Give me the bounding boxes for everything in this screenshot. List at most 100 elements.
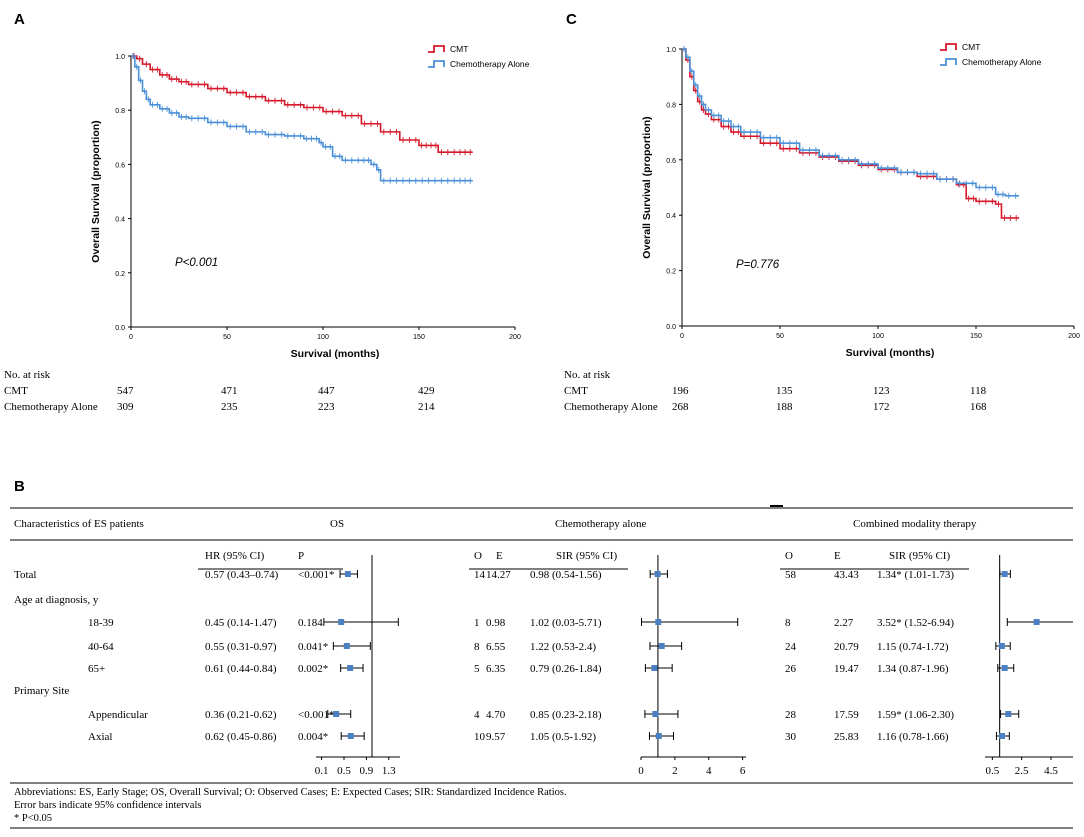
row-label: Total	[14, 569, 36, 581]
combined-o: 24	[785, 641, 797, 653]
risk-count: 547	[117, 385, 134, 397]
combined-e: 25.83	[834, 731, 859, 743]
point-estimate	[654, 571, 661, 577]
legend-swatch	[940, 58, 957, 66]
hr-value: 0.61 (0.44-0.84)	[205, 663, 277, 675]
legend-label: Chemotherapy Alone	[450, 59, 530, 69]
risk-count: 123	[873, 385, 890, 397]
point-estimate	[1001, 665, 1008, 671]
chemo-e: 6.55	[486, 641, 506, 653]
censor-marks-chemotherapy-alone	[683, 46, 1017, 199]
x-tick-label: 100	[317, 334, 329, 341]
combined-o: 58	[785, 569, 797, 581]
col-header-p: P	[298, 550, 304, 562]
combined-o: 28	[785, 709, 797, 721]
chemo-sir: 0.85 (0.23-2.18)	[530, 709, 602, 721]
risk-table-header: No. at risk	[4, 369, 51, 381]
p-value: 0.004*	[298, 731, 328, 743]
col-header-characteristics: Characteristics of ES patients	[14, 518, 144, 530]
y-tick-label: 0.0	[115, 325, 125, 332]
risk-count: 118	[970, 385, 987, 397]
risk-count: 188	[776, 401, 793, 413]
x-tick-label: 100	[872, 333, 884, 340]
chemo-sir: 1.22 (0.53-2.4)	[530, 641, 596, 653]
hr-value: 0.57 (0.43–0.74)	[205, 569, 279, 581]
col-header-combined-o: O	[785, 550, 793, 562]
risk-row-label: Chemotherapy Alone	[564, 401, 658, 413]
chemo-sir: 0.79 (0.26-1.84)	[530, 663, 602, 675]
legend-label: CMT	[450, 44, 468, 54]
risk-table-header: No. at risk	[564, 369, 611, 381]
y-tick-label: 0.8	[666, 102, 676, 109]
risk-count: 196	[672, 385, 689, 397]
chemo-o: 5	[474, 663, 480, 675]
chemo-o: 8	[474, 641, 480, 653]
forest-table-b: Characteristics of ES patients OS Chemothe…	[10, 505, 1073, 829]
combined-e: 2.27	[834, 617, 854, 629]
combined-sir: 1.34 (0.87-1.96)	[877, 663, 949, 675]
point-estimate	[338, 619, 345, 625]
chemo-o: 14	[474, 569, 486, 581]
hr-value: 0.62 (0.45-0.86)	[205, 731, 277, 743]
forest-tick-label: 0.1	[315, 765, 329, 777]
km-curve-chemotherapy-alone	[131, 55, 473, 182]
hr-value: 0.36 (0.21-0.62)	[205, 709, 277, 721]
forest-tick-label: 6	[740, 765, 746, 777]
hr-value: 0.55 (0.31-0.97)	[205, 641, 277, 653]
y-tick-label: 0.6	[115, 162, 125, 169]
chemo-sir: 1.02 (0.03-5.71)	[530, 617, 602, 629]
combined-e: 43.43	[834, 569, 859, 581]
col-header-e: E	[496, 550, 503, 562]
col-header-chemo: Chemotherapy alone	[555, 518, 646, 530]
legend-label: CMT	[962, 42, 980, 52]
col-header-o: O	[474, 550, 482, 562]
censor-marks-chemotherapy-alone	[132, 53, 471, 184]
point-estimate	[1005, 711, 1012, 717]
p-value: 0.184	[298, 617, 323, 629]
km-plot-c: 0.0 0.2 0.4 0.6 0.8 1.0 0 50 100 150 200 Survival (…	[564, 42, 1080, 413]
x-tick-label: 200	[1068, 333, 1080, 340]
x-tick-label: 50	[776, 333, 784, 340]
y-tick-label: 0.4	[666, 213, 676, 220]
forest-tick-label: 2	[672, 765, 678, 777]
y-axis-label: Overall Survival (proportion)	[641, 116, 653, 258]
risk-count: 168	[970, 401, 987, 413]
risk-count: 268	[672, 401, 689, 413]
risk-count: 471	[221, 385, 238, 397]
risk-row-label: Chemotherapy Alone	[4, 401, 98, 413]
point-estimate	[347, 733, 354, 739]
point-estimate	[999, 733, 1006, 739]
row-label: 65+	[88, 663, 105, 675]
risk-count: 214	[418, 401, 435, 413]
x-tick-label: 0	[129, 334, 133, 341]
combined-sir: 1.34* (1.01-1.73)	[877, 569, 954, 581]
forest-tick-label: 4.5	[1044, 765, 1058, 777]
row-label: Axial	[88, 731, 112, 743]
forest-tick-label: 1.3	[382, 765, 396, 777]
p-value: <0.001*	[298, 569, 334, 581]
combined-e: 17.59	[834, 709, 859, 721]
point-estimate	[344, 571, 351, 577]
risk-count: 309	[117, 401, 134, 413]
x-axis-label: Survival (months)	[846, 347, 935, 359]
point-estimate	[1033, 619, 1040, 625]
chemo-sir: 0.98 (0.54-1.56)	[530, 569, 602, 581]
col-header-hr: HR (95% CI)	[205, 550, 265, 562]
point-estimate	[651, 665, 658, 671]
y-tick-label: 1.0	[115, 54, 125, 61]
x-tick-label: 150	[970, 333, 982, 340]
row-label: Age at diagnosis, y	[14, 594, 99, 606]
point-estimate	[333, 711, 340, 717]
point-estimate	[658, 643, 665, 649]
p-value: P=0.776	[736, 259, 780, 271]
risk-count: 447	[318, 385, 335, 397]
panel-label-b: B	[14, 478, 25, 495]
chemo-e: 9.57	[486, 731, 506, 743]
row-label: Appendicular	[88, 709, 148, 721]
p-value: <0.001*	[298, 709, 334, 721]
legend-swatch	[428, 60, 445, 68]
risk-count: 135	[776, 385, 793, 397]
forest-tick-label: 0	[638, 765, 644, 777]
risk-row-label: CMT	[4, 385, 28, 397]
legend-swatch	[428, 45, 445, 53]
